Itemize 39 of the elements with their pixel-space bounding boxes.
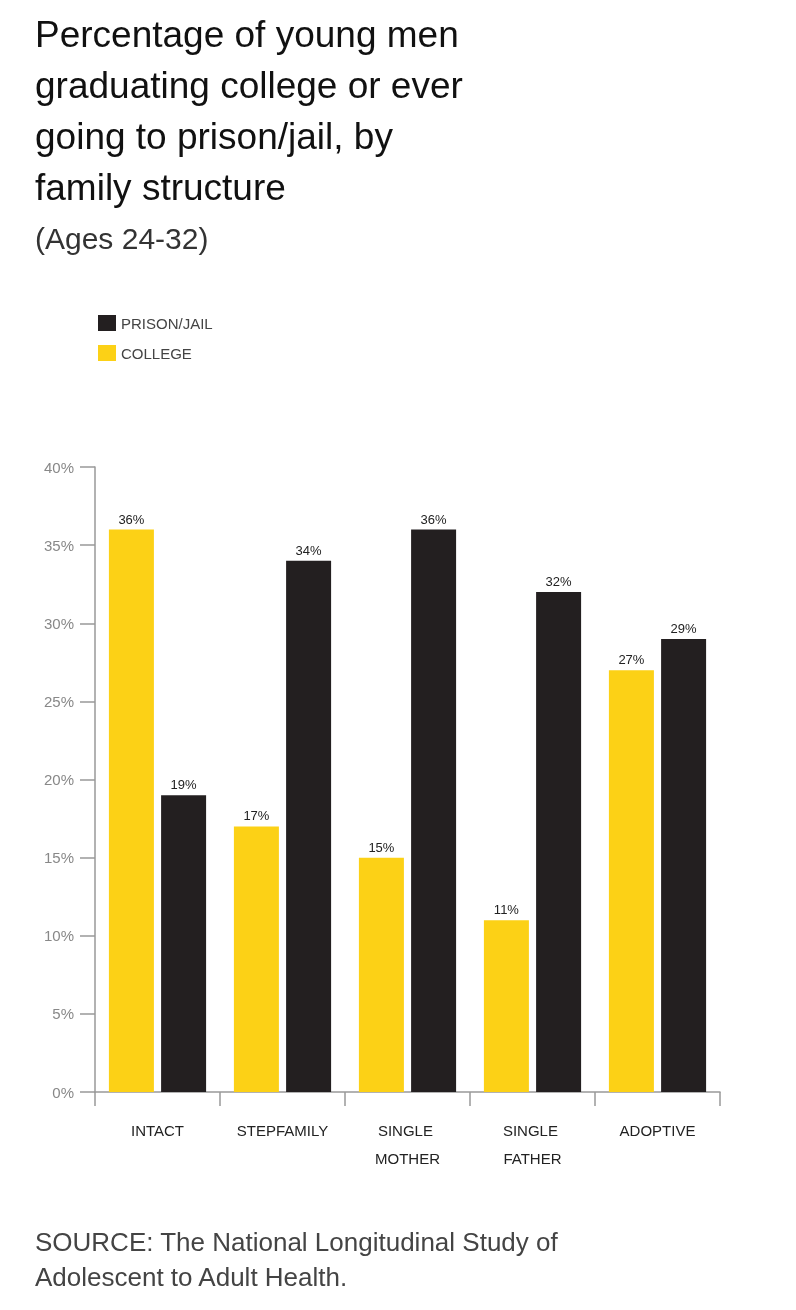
y-tick-label: 5% (52, 1005, 74, 1023)
bar (161, 795, 207, 1092)
bar (358, 857, 404, 1092)
bar (286, 560, 332, 1092)
data-label: 32% (545, 574, 573, 589)
legend-label: COLLEGE (121, 344, 192, 362)
data-label: 15% (368, 839, 395, 855)
bar (608, 670, 654, 1092)
data-label: 36% (420, 511, 448, 527)
bar (233, 826, 279, 1092)
y-tick-label: 25% (43, 692, 74, 710)
chart-title: Percentage of young men graduating college or ever going to prison/jail, by family structure (35, 13, 464, 210)
bar (108, 529, 154, 1092)
bar (411, 529, 457, 1092)
x-tick-label: ADOPTIVE (619, 1121, 696, 1139)
data-label: 19% (170, 777, 198, 793)
data-label: 11% (493, 902, 520, 918)
y-tick-label: 35% (43, 536, 74, 554)
source-note: SOURCE: The National Longitudinal Study of Adolescent to Adult Health. (35, 1226, 559, 1294)
y-tick-label: 30% (43, 614, 74, 632)
x-tick-label: INTACT (130, 1121, 185, 1139)
chart-subtitle: (Ages 24-32) (35, 222, 209, 256)
y-tick-label: 10% (43, 927, 74, 945)
x-tick-label: SINGLE FATHER (502, 1121, 563, 1167)
data-label: 27% (618, 652, 645, 668)
x-tick-label: STEPFAMILY (236, 1121, 329, 1139)
x-tick-label: SINGLE MOTHER (375, 1121, 441, 1167)
bar (536, 592, 582, 1092)
y-tick-label: 20% (43, 771, 74, 788)
data-label: 17% (243, 808, 270, 824)
y-tick-label: 15% (43, 849, 74, 867)
legend-label: PRISON/JAIL (121, 314, 213, 332)
data-label: 34% (295, 542, 323, 558)
data-label: 36% (118, 511, 145, 527)
data-label: 29% (670, 620, 698, 636)
bar (661, 638, 707, 1092)
y-tick-label: 0% (52, 1083, 74, 1101)
bar (483, 920, 529, 1092)
y-tick-label: 40% (43, 458, 74, 476)
